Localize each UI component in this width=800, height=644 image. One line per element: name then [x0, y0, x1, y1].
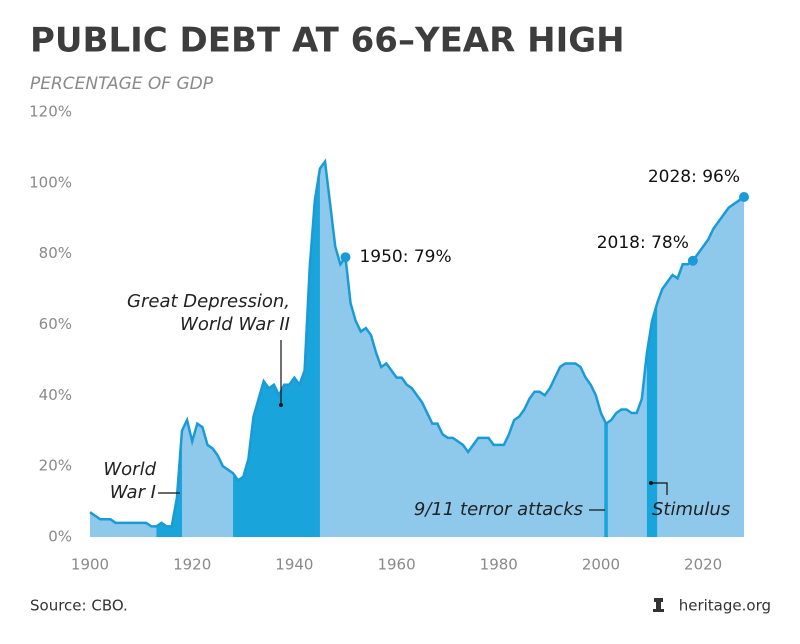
x-tick-label: 1980: [480, 556, 518, 574]
highlight: [604, 423, 608, 537]
annotation: 9/11 terror attacks: [414, 499, 583, 520]
y-tick-label: 0%: [48, 528, 72, 546]
highlight: [233, 168, 320, 537]
y-tick-label: 20%: [39, 457, 72, 475]
callout-dot: [739, 192, 749, 202]
y-tick-label: 40%: [39, 386, 72, 404]
chart-title: PUBLIC DEBT AT 66–YEAR HIGH: [30, 21, 625, 61]
area: [90, 161, 744, 538]
leader-dot: [649, 481, 653, 485]
annotation: Great Depression,: [127, 291, 290, 312]
annotation: World: [103, 459, 156, 480]
x-tick-label: 1940: [275, 556, 313, 574]
highlight: [646, 303, 658, 537]
callout-dot: [340, 252, 351, 263]
callout-label: 2018: 78%: [597, 233, 689, 253]
callout-label: 2028: 96%: [648, 167, 740, 187]
x-tick-label: 2020: [684, 556, 722, 574]
callout-label: 1950: 79%: [359, 247, 451, 267]
credit-icon: [653, 598, 664, 612]
source: Source: CBO.: [30, 597, 128, 615]
line: [89, 158, 745, 528]
y-tick-label: 80%: [39, 244, 72, 262]
leader-dot: [279, 403, 283, 407]
x-tick-label: 1920: [173, 556, 211, 574]
y-tick-label: 100%: [29, 173, 72, 191]
y-tick-label: 60%: [39, 315, 72, 333]
x-tick-label: 1900: [71, 556, 109, 574]
x-tick-label: 1960: [377, 556, 415, 574]
annotation: War I: [110, 482, 156, 503]
chart-subtitle: PERCENTAGE OF GDP: [30, 74, 214, 94]
callout-dot: [687, 255, 698, 266]
credit: heritage.org: [679, 597, 771, 615]
annotation: World War II: [180, 314, 290, 335]
y-tick-label: 120%: [29, 103, 72, 121]
leader-line: [651, 482, 668, 495]
x-tick-label: 2000: [582, 556, 620, 574]
annotation: Stimulus: [652, 499, 730, 520]
